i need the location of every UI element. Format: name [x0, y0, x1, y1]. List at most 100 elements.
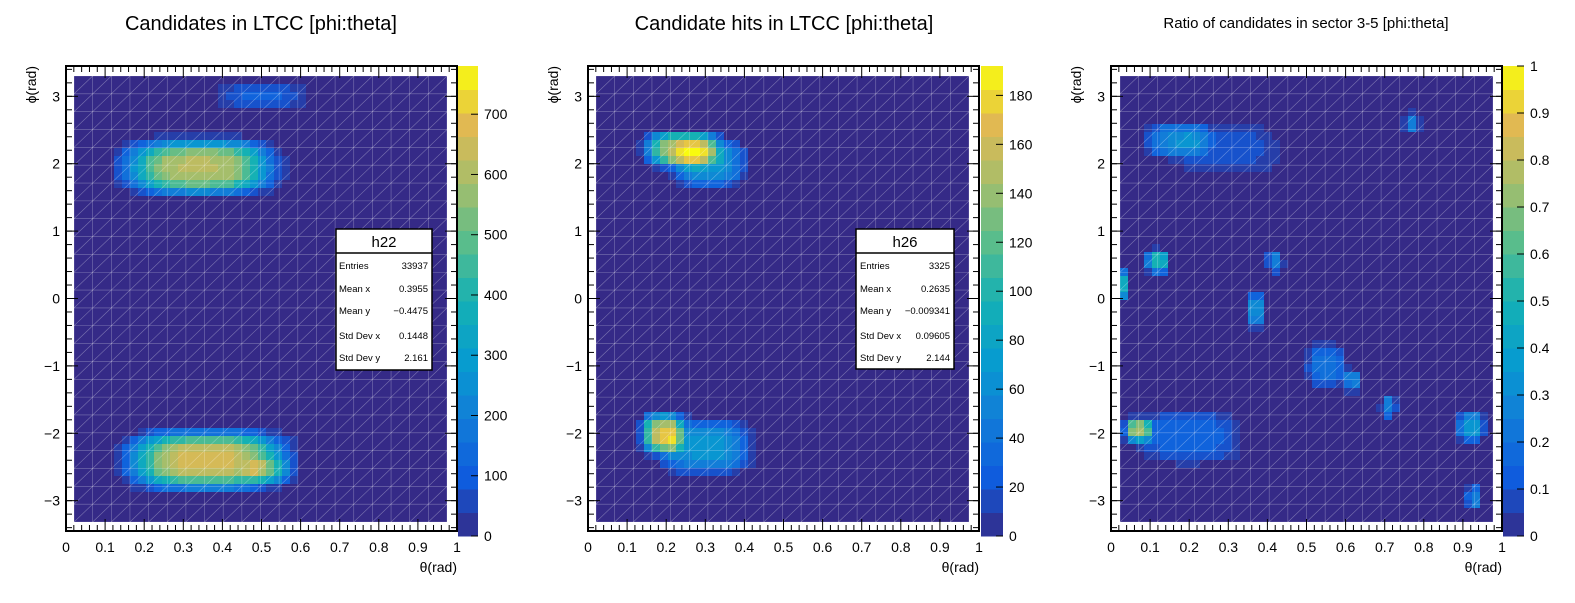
colorbar-tick-label: 600 — [484, 166, 508, 182]
x-tick-label: 0.6 — [1336, 539, 1356, 555]
x-tick-label: 0 — [584, 539, 592, 555]
x-tick-label: 0.4 — [213, 539, 233, 555]
stats-label: Entries — [860, 261, 890, 272]
stats-value: 0.2635 — [921, 284, 950, 295]
panel-candidate-hits: Candidate hits in LTCC [phi:theta] 0 0.1 0… — [545, 13, 1033, 575]
heatmap-area — [596, 76, 969, 522]
colorbar-tick-label: 0.6 — [1530, 246, 1550, 262]
stats-label: Mean y — [860, 306, 891, 317]
colorbar-tick-label: 0.1 — [1530, 481, 1550, 497]
x-tick-label: 0 — [62, 539, 70, 555]
y-tick-label: −3 — [566, 493, 582, 509]
x-tick-label: 0.5 — [1297, 539, 1317, 555]
y-axis: −3 −2 −1 0 1 2 3 — [1089, 68, 1502, 529]
x-tick-label: 0.7 — [852, 539, 872, 555]
y-tick-label: 1 — [574, 223, 582, 239]
y-axis-label: ϕ(rad) — [1068, 66, 1084, 103]
colorbar-tick-label: 40 — [1009, 430, 1025, 446]
stats-label: Mean x — [860, 284, 891, 295]
colorbar-tick-label: 0.8 — [1530, 152, 1550, 168]
stats-value: 3325 — [929, 261, 950, 272]
colorbar-tick-label: 200 — [484, 407, 508, 423]
colorbar-tick-label: 100 — [484, 468, 508, 484]
y-tick-label: 2 — [574, 156, 582, 172]
colorbar-tick-label: 0.2 — [1530, 434, 1550, 450]
colorbar-tick-label: 700 — [484, 106, 508, 122]
x-tick-label: 0.5 — [774, 539, 794, 555]
x-tick-label: 0.3 — [696, 539, 716, 555]
chart-title: Ratio of candidates in sector 3-5 [phi:t… — [1163, 15, 1448, 32]
y-tick-label: −2 — [1089, 425, 1105, 441]
x-tick-label: 1 — [1498, 539, 1506, 555]
x-tick-label: 0.3 — [174, 539, 194, 555]
colorbar-tick-label: 0.3 — [1530, 387, 1550, 403]
panel-ratio: Ratio of candidates in sector 3-5 [phi:t… — [1068, 15, 1550, 575]
y-tick-label: 1 — [52, 223, 60, 239]
color-bar: 0 0.1 0.2 0.3 0.4 0.5 0.6 0.7 0.8 0.9 1 — [1503, 58, 1550, 544]
colorbar-tick-label: 0.9 — [1530, 105, 1550, 121]
y-tick-label: −1 — [566, 358, 582, 374]
colorbar-tick-label: 500 — [484, 227, 508, 243]
x-tick-label: 0.9 — [1453, 539, 1473, 555]
heatmap-area — [1120, 76, 1493, 522]
color-bar: 0 100 200 300 400 500 600 700 — [458, 66, 508, 544]
colorbar-tick-label: 300 — [484, 347, 508, 363]
colorbar-tick-label: 180 — [1009, 87, 1033, 103]
x-tick-label: 0.6 — [291, 539, 311, 555]
colorbar-tick-label: 1 — [1530, 58, 1538, 74]
stats-value: 0.1448 — [399, 331, 428, 342]
y-tick-label: −1 — [44, 358, 60, 374]
panel-candidates: Candidates in LTCC [phi:theta] 0 0.1 0.2 0.… — [23, 13, 508, 575]
y-tick-label: 1 — [1097, 223, 1105, 239]
x-axis-label: θ(rad) — [420, 559, 457, 575]
stats-box: h22 Entries 33937 Mean x 0.3955 Mean y −… — [335, 228, 433, 371]
y-tick-label: 0 — [1097, 291, 1105, 307]
y-tick-label: −3 — [44, 493, 60, 509]
x-tick-label: 0.3 — [1219, 539, 1239, 555]
stats-value: 0.3955 — [399, 284, 428, 295]
x-axis: 0 0.1 0.2 0.3 0.4 0.5 0.6 0.7 0.8 0.9 1 — [1107, 66, 1506, 555]
grid-lines — [1120, 76, 1493, 522]
colorbar-tick-label: 100 — [1009, 283, 1033, 299]
x-tick-label: 0.8 — [891, 539, 911, 555]
x-tick-label: 0.4 — [735, 539, 755, 555]
x-tick-label: 0.8 — [1414, 539, 1434, 555]
colorbar-tick-label: 0.7 — [1530, 199, 1550, 215]
x-tick-label: 0.9 — [408, 539, 428, 555]
y-tick-label: 3 — [574, 88, 582, 104]
y-tick-label: 0 — [52, 291, 60, 307]
stats-name: h26 — [892, 234, 917, 251]
x-tick-label: 0.7 — [1375, 539, 1395, 555]
x-tick-label: 0.6 — [813, 539, 833, 555]
y-tick-label: −3 — [1089, 493, 1105, 509]
x-tick-label: 0.8 — [369, 539, 389, 555]
y-tick-label: −2 — [566, 425, 582, 441]
x-axis-label: θ(rad) — [942, 559, 979, 575]
y-tick-label: 2 — [1097, 156, 1105, 172]
colorbar-tick-label: 20 — [1009, 479, 1025, 495]
colorbar-tick-label: 80 — [1009, 332, 1025, 348]
stats-value: −0.009341 — [905, 306, 950, 317]
colorbar-tick-label: 120 — [1009, 234, 1033, 250]
stats-value: 0.09605 — [916, 331, 950, 342]
x-tick-label: 1 — [453, 539, 461, 555]
colorbar-tick-label: 0.4 — [1530, 340, 1550, 356]
colorbar-tick-label: 0.5 — [1530, 293, 1550, 309]
chart-title: Candidates in LTCC [phi:theta] — [125, 13, 397, 35]
x-axis: 0 0.1 0.2 0.3 0.4 0.5 0.6 0.7 0.8 0.9 1 — [584, 66, 983, 555]
stats-name: h22 — [371, 234, 396, 251]
stats-value: 2.161 — [404, 353, 428, 364]
y-tick-label: 0 — [574, 291, 582, 307]
y-tick-label: 2 — [52, 156, 60, 172]
colorbar-tick-label: 60 — [1009, 381, 1025, 397]
x-tick-label: 0 — [1107, 539, 1115, 555]
x-tick-label: 0.2 — [134, 539, 154, 555]
stats-value: 33937 — [402, 261, 428, 272]
stats-label: Std Dev y — [339, 353, 380, 364]
y-axis-label: ϕ(rad) — [23, 66, 39, 103]
color-bar: 0 20 40 60 80 100 120 140 160 180 — [981, 66, 1033, 544]
y-tick-label: −1 — [1089, 358, 1105, 374]
y-tick-label: −2 — [44, 425, 60, 441]
x-tick-label: 0.9 — [930, 539, 950, 555]
